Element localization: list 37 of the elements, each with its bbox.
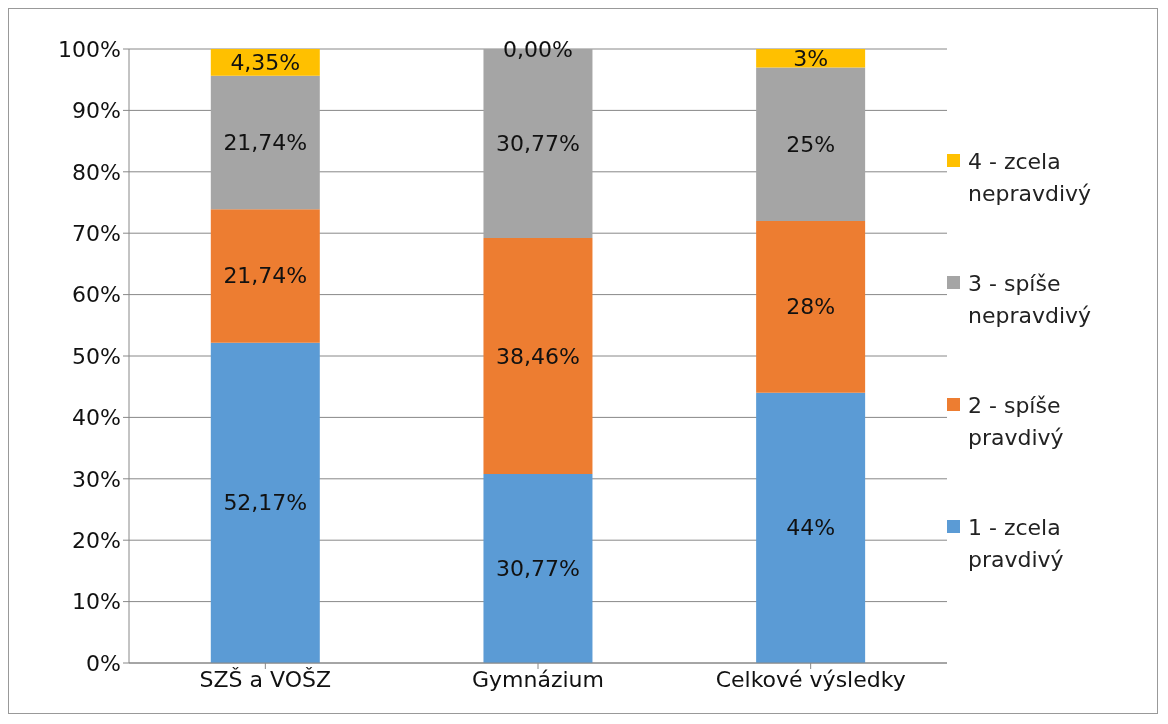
data-label: 30,77% xyxy=(496,130,580,156)
bar xyxy=(210,209,320,343)
y-tick-label: 0% xyxy=(86,650,121,676)
x-tick-label: Gymnázium xyxy=(472,666,604,692)
legend-label: 3 - spíše nepravdivý xyxy=(968,270,1093,330)
legend-label: 2 - spíše pravdivý xyxy=(968,392,1065,452)
x-tick-label: SZŠ a VOŠZ xyxy=(199,666,332,692)
y-tick-label: 90% xyxy=(72,98,121,124)
y-tick-label: 50% xyxy=(72,343,121,369)
y-tick-label: 30% xyxy=(72,466,121,492)
data-label: 30,77% xyxy=(496,556,580,582)
y-tick-label: 70% xyxy=(72,221,121,247)
data-label: 25% xyxy=(786,131,836,157)
y-tick-label: 20% xyxy=(72,528,121,554)
bar xyxy=(756,392,866,663)
bar xyxy=(483,237,593,475)
y-tick-label: 40% xyxy=(72,405,121,431)
data-label: 38,46% xyxy=(496,343,580,369)
legend-label: 1 - zcela pravdivý xyxy=(968,514,1065,574)
data-label: 21,74% xyxy=(223,129,308,155)
y-tick-label: 100% xyxy=(58,36,121,62)
bar xyxy=(210,75,320,210)
data-label: 21,74% xyxy=(223,263,308,289)
x-tick-label: Celkové výsledky xyxy=(715,666,906,692)
data-label: 28% xyxy=(786,294,836,320)
data-label: 4,35% xyxy=(230,49,301,75)
bar xyxy=(756,220,866,393)
data-label: 3% xyxy=(793,45,829,71)
y-tick-label: 80% xyxy=(72,159,121,185)
bar xyxy=(756,67,866,221)
bar xyxy=(483,474,593,663)
data-label: 52,17% xyxy=(223,490,308,516)
data-label: 44% xyxy=(786,515,836,541)
legend-label: 4 - zcela nepravdivý xyxy=(968,148,1093,208)
bar xyxy=(210,342,320,663)
y-tick-label: 10% xyxy=(72,589,121,615)
y-tick-label: 60% xyxy=(72,282,121,308)
